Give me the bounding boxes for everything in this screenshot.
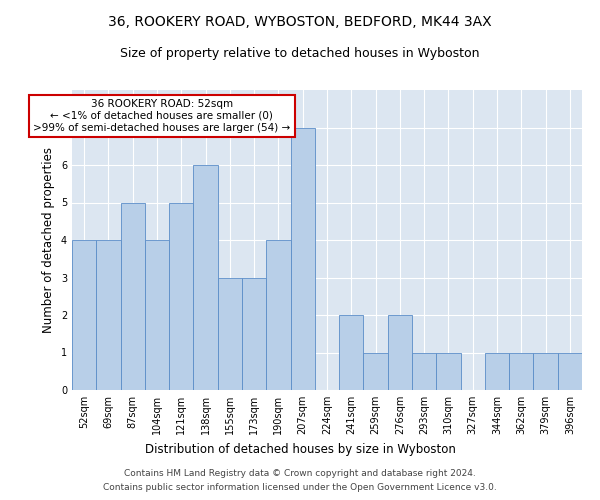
Bar xyxy=(121,202,145,390)
Text: Distribution of detached houses by size in Wyboston: Distribution of detached houses by size … xyxy=(145,442,455,456)
Bar xyxy=(412,352,436,390)
Bar xyxy=(242,278,266,390)
Text: 36 ROOKERY ROAD: 52sqm
← <1% of detached houses are smaller (0)
>99% of semi-det: 36 ROOKERY ROAD: 52sqm ← <1% of detached… xyxy=(33,100,290,132)
Bar xyxy=(96,240,121,390)
Bar xyxy=(145,240,169,390)
Bar xyxy=(218,278,242,390)
Bar xyxy=(436,352,461,390)
Bar xyxy=(558,352,582,390)
Text: Contains public sector information licensed under the Open Government Licence v3: Contains public sector information licen… xyxy=(103,484,497,492)
Bar xyxy=(290,128,315,390)
Bar xyxy=(388,315,412,390)
Bar xyxy=(72,240,96,390)
Text: Contains HM Land Registry data © Crown copyright and database right 2024.: Contains HM Land Registry data © Crown c… xyxy=(124,468,476,477)
Text: 36, ROOKERY ROAD, WYBOSTON, BEDFORD, MK44 3AX: 36, ROOKERY ROAD, WYBOSTON, BEDFORD, MK4… xyxy=(108,15,492,29)
Bar xyxy=(533,352,558,390)
Y-axis label: Number of detached properties: Number of detached properties xyxy=(43,147,55,333)
Bar xyxy=(266,240,290,390)
Bar xyxy=(169,202,193,390)
Bar xyxy=(339,315,364,390)
Bar xyxy=(193,165,218,390)
Bar xyxy=(485,352,509,390)
Text: Size of property relative to detached houses in Wyboston: Size of property relative to detached ho… xyxy=(120,48,480,60)
Bar xyxy=(364,352,388,390)
Bar xyxy=(509,352,533,390)
